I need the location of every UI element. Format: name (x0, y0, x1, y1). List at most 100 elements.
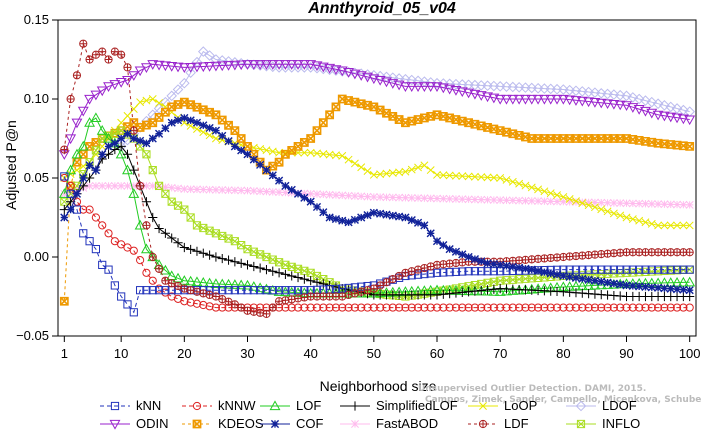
data-point-odin (475, 91, 487, 101)
data-point-knn (603, 265, 612, 274)
data-point-cof (508, 262, 517, 271)
data-point-knn (161, 286, 170, 295)
data-point-fastabod (338, 191, 347, 200)
data-point-loop (534, 185, 543, 194)
data-point-cof (432, 237, 442, 246)
data-point-ldof (387, 72, 399, 83)
legend-marker-cof (270, 419, 280, 429)
data-point-ldof (172, 84, 184, 95)
data-point-cof (635, 282, 644, 291)
data-point-fastabod (224, 186, 233, 195)
data-point-loop (338, 151, 347, 160)
data-point-ldf (237, 303, 245, 312)
data-point-knn (287, 286, 296, 295)
data-point-knn (432, 268, 442, 277)
data-point-ldf (369, 284, 378, 293)
data-point-knnw (117, 240, 126, 249)
data-point-ldof (608, 89, 620, 100)
data-point-ldf (351, 289, 359, 297)
data-point-fastabod (325, 190, 334, 199)
data-point-loop (445, 171, 454, 180)
data-point-odin (159, 61, 171, 72)
data-point-lof (140, 243, 152, 254)
data-point-fastabod (597, 198, 606, 207)
data-point-knnw (66, 181, 75, 190)
data-point-loop (262, 146, 271, 155)
data-point-lof (488, 285, 500, 296)
data-point-loop (679, 221, 688, 230)
data-point-cof (439, 241, 448, 250)
data-point-fastabod (313, 190, 321, 199)
data-point-odin (608, 99, 620, 110)
data-point-fastabod (407, 193, 416, 202)
data-point-knnw (508, 303, 517, 312)
data-point-loop (205, 131, 214, 140)
data-point-ldf (231, 300, 239, 308)
data-point-odin (324, 63, 336, 74)
data-point-fastabod (679, 200, 688, 209)
data-point-ldf (193, 288, 201, 296)
data-point-odin (406, 82, 418, 92)
data-point-loop (609, 209, 618, 218)
data-point-knn (679, 265, 688, 274)
data-point-loop (426, 166, 435, 175)
data-point-fastabod (540, 197, 549, 206)
data-point-kdeos (236, 134, 246, 143)
watermark-line-1: Unsupervised Outlier Detection. DAMI, 20… (418, 384, 646, 394)
data-point-lof (210, 278, 222, 288)
data-point-cof (117, 134, 126, 143)
data-point-odin (109, 80, 121, 90)
data-point-knn (653, 265, 663, 274)
data-point-odin (349, 69, 361, 80)
data-point-ldof (652, 98, 664, 110)
data-point-fastabod (350, 192, 359, 200)
data-point-ldf (686, 248, 694, 256)
data-point-ldf (370, 285, 378, 293)
data-point-ldf (85, 55, 94, 64)
data-point-odin (526, 94, 538, 105)
data-point-lof (677, 276, 689, 287)
data-point-cof (325, 213, 334, 222)
data-point-ldf (123, 63, 132, 71)
data-point-knnw (357, 303, 366, 312)
data-point-odin (621, 101, 632, 111)
data-point-ldf (350, 289, 359, 298)
data-point-ldf (98, 48, 106, 56)
data-point-loop (439, 171, 448, 180)
data-point-lof (71, 148, 83, 159)
legend-label-knnw: kNNW (218, 398, 256, 413)
data-point-simplifiedlof (438, 289, 448, 299)
data-point-lof (185, 275, 197, 286)
data-point-cof (470, 255, 480, 264)
data-point-knn (274, 286, 284, 295)
data-point-kdeos (274, 157, 284, 167)
data-point-simplifiedlof (154, 223, 164, 234)
data-point-cof (110, 139, 119, 148)
data-point-fastabod (161, 183, 170, 192)
data-point-loop (407, 165, 416, 174)
data-point-odin (242, 60, 253, 70)
data-point-knnw (470, 303, 480, 312)
data-point-cof (527, 265, 536, 274)
watermark: Unsupervised Outlier Detection. DAMI, 20… (418, 384, 702, 405)
data-point-cof (578, 274, 587, 283)
data-point-knnw (211, 303, 221, 312)
data-point-cof (300, 193, 309, 202)
data-point-cof (622, 281, 631, 290)
data-point-ldof (614, 89, 626, 101)
data-point-simplifiedlof (192, 246, 202, 256)
x-tick-label: 100 (679, 346, 701, 361)
data-point-loop (211, 134, 220, 143)
data-point-simplifiedlof (167, 233, 177, 243)
data-point-knnw (85, 205, 94, 214)
data-point-odin (191, 62, 203, 73)
data-point-knn (451, 267, 461, 276)
data-point-fastabod (199, 185, 208, 194)
data-point-ldf (256, 308, 265, 317)
data-point-cof (218, 131, 227, 140)
data-point-ldf (224, 298, 233, 306)
data-point-simplifiedlof (312, 277, 322, 287)
legend-item-fastabod: FastABOD (340, 416, 438, 431)
data-point-lof (494, 286, 506, 296)
data-point-loop (136, 98, 145, 107)
